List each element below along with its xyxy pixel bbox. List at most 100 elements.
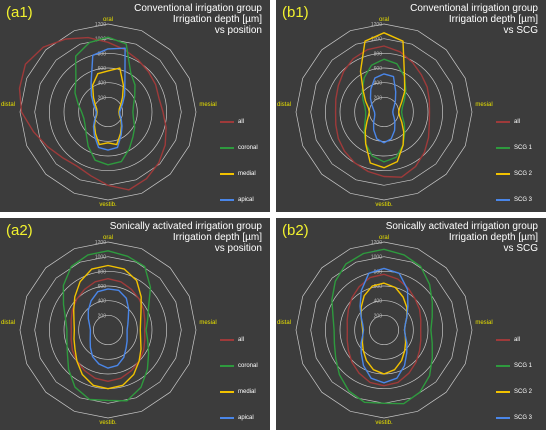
legend-swatch bbox=[496, 365, 510, 367]
legend-swatch bbox=[220, 417, 234, 419]
axis-label: mesial bbox=[475, 102, 492, 108]
legend-swatch bbox=[220, 147, 234, 149]
legend-item: coronal bbox=[220, 360, 270, 372]
legend-item: SCG 1 bbox=[496, 142, 546, 154]
series-line bbox=[74, 36, 136, 166]
legend-label: SCG 3 bbox=[514, 415, 533, 421]
legend-item: coronal bbox=[220, 142, 270, 154]
chart-title: Sonically activated irrigation group Irr… bbox=[348, 221, 538, 254]
grid-ring bbox=[78, 300, 138, 360]
legend-label: all bbox=[238, 119, 245, 125]
grid-ring bbox=[324, 52, 444, 172]
axis-label: vestib. bbox=[375, 420, 393, 426]
legend-swatch bbox=[220, 199, 234, 201]
grid-ring bbox=[310, 256, 458, 404]
grid-ring bbox=[295, 23, 473, 201]
radial-tick-label: 200 bbox=[374, 95, 383, 101]
legend-label: SCG 3 bbox=[514, 197, 533, 203]
panel-id: (b1) bbox=[282, 4, 309, 21]
legend-swatch bbox=[496, 121, 510, 123]
grid-ring bbox=[354, 82, 414, 142]
legend-swatch bbox=[496, 199, 510, 201]
grid-ring bbox=[63, 67, 153, 157]
chart-title-line: vs position bbox=[214, 25, 262, 36]
radial-tick-label: 800 bbox=[374, 269, 383, 275]
radar-plot-a1: 20040060080010001200oralmesialvestib.dis… bbox=[1, 17, 217, 208]
legend-label: SCG 2 bbox=[514, 171, 533, 177]
legend-swatch bbox=[220, 365, 234, 367]
legend-item: SCG 3 bbox=[496, 194, 546, 206]
radial-tick-label: 400 bbox=[98, 81, 107, 87]
axis-label: oral bbox=[379, 17, 389, 23]
axis-label: vestib. bbox=[99, 202, 117, 208]
series-line bbox=[18, 36, 167, 191]
chart-title: Conventional irrigation group Irrigation… bbox=[348, 3, 538, 36]
radial-tick-label: 400 bbox=[98, 299, 107, 305]
axis-label: oral bbox=[379, 235, 389, 241]
legend-swatch bbox=[220, 121, 234, 123]
legend-label: coronal bbox=[238, 145, 258, 151]
legend-swatch bbox=[496, 391, 510, 393]
legend-swatch bbox=[496, 339, 510, 341]
series-line bbox=[331, 248, 434, 405]
legend-label: all bbox=[514, 119, 521, 125]
radial-tick-label: 600 bbox=[98, 66, 107, 72]
grid-ring bbox=[34, 38, 182, 186]
legend-label: SCG 2 bbox=[514, 389, 533, 395]
radial-tick-label: 1200 bbox=[95, 22, 106, 28]
radial-tick-label: 800 bbox=[98, 269, 107, 275]
legend-item: medial bbox=[220, 168, 270, 180]
legend-item: all bbox=[496, 334, 546, 346]
legend-item: SCG 2 bbox=[496, 386, 546, 398]
radial-tick-label: 1000 bbox=[371, 37, 382, 43]
legend-swatch bbox=[496, 147, 510, 149]
series-line bbox=[369, 73, 397, 144]
series-line bbox=[62, 250, 152, 402]
legend-item: medial bbox=[220, 386, 270, 398]
series-line bbox=[72, 264, 142, 390]
panel-id: (a2) bbox=[6, 222, 33, 239]
chart-title-line: Irrigation depth [µm] bbox=[448, 232, 538, 243]
legend-label: apical bbox=[238, 415, 254, 421]
chart-panel-a1: 200 400 600 800 1000 1200 oral mesial vestib. dis… bbox=[0, 0, 270, 212]
legend-item: apical bbox=[220, 412, 270, 424]
chart-title-line: vs SCG bbox=[503, 25, 538, 36]
legend-label: medial bbox=[238, 171, 256, 177]
series-line bbox=[359, 267, 409, 384]
radial-tick-label: 400 bbox=[374, 299, 383, 305]
legend-swatch bbox=[220, 339, 234, 341]
series-line bbox=[91, 67, 125, 146]
panel-id: (a1) bbox=[6, 4, 33, 21]
legend-item: SCG 1 bbox=[496, 360, 546, 372]
chart-title-line: Conventional irrigation group bbox=[410, 3, 538, 14]
grid-ring bbox=[310, 38, 458, 186]
radial-tick-label: 600 bbox=[374, 284, 383, 290]
legend-item: apical bbox=[220, 194, 270, 206]
grid-ring bbox=[92, 96, 124, 128]
legend-label: coronal bbox=[238, 363, 258, 369]
series-line bbox=[334, 45, 431, 178]
legend-label: apical bbox=[238, 197, 254, 203]
axis-label: vestib. bbox=[375, 202, 393, 208]
grid-ring bbox=[368, 314, 400, 346]
grid-ring bbox=[78, 82, 138, 142]
chart-title-line: vs SCG bbox=[503, 243, 538, 254]
series-line bbox=[70, 278, 146, 383]
grid-ring bbox=[19, 23, 197, 201]
axis-label: oral bbox=[103, 17, 113, 23]
radial-tick-label: 600 bbox=[98, 284, 107, 290]
legend-item: all bbox=[220, 116, 270, 128]
radial-tick-label: 1200 bbox=[371, 22, 382, 28]
radial-tick-label: 400 bbox=[374, 81, 383, 87]
axis-label: mesial bbox=[199, 320, 216, 326]
grid-ring bbox=[295, 241, 473, 419]
radial-tick-label: 800 bbox=[374, 51, 383, 57]
chart-title-line: Irrigation depth [µm] bbox=[172, 14, 262, 25]
grid-ring bbox=[339, 67, 429, 157]
radial-tick-label: 600 bbox=[374, 66, 383, 72]
series-line bbox=[360, 282, 408, 375]
series-line bbox=[90, 47, 126, 151]
axis-label: mesial bbox=[199, 102, 216, 108]
axis-label: mesial bbox=[475, 320, 492, 326]
